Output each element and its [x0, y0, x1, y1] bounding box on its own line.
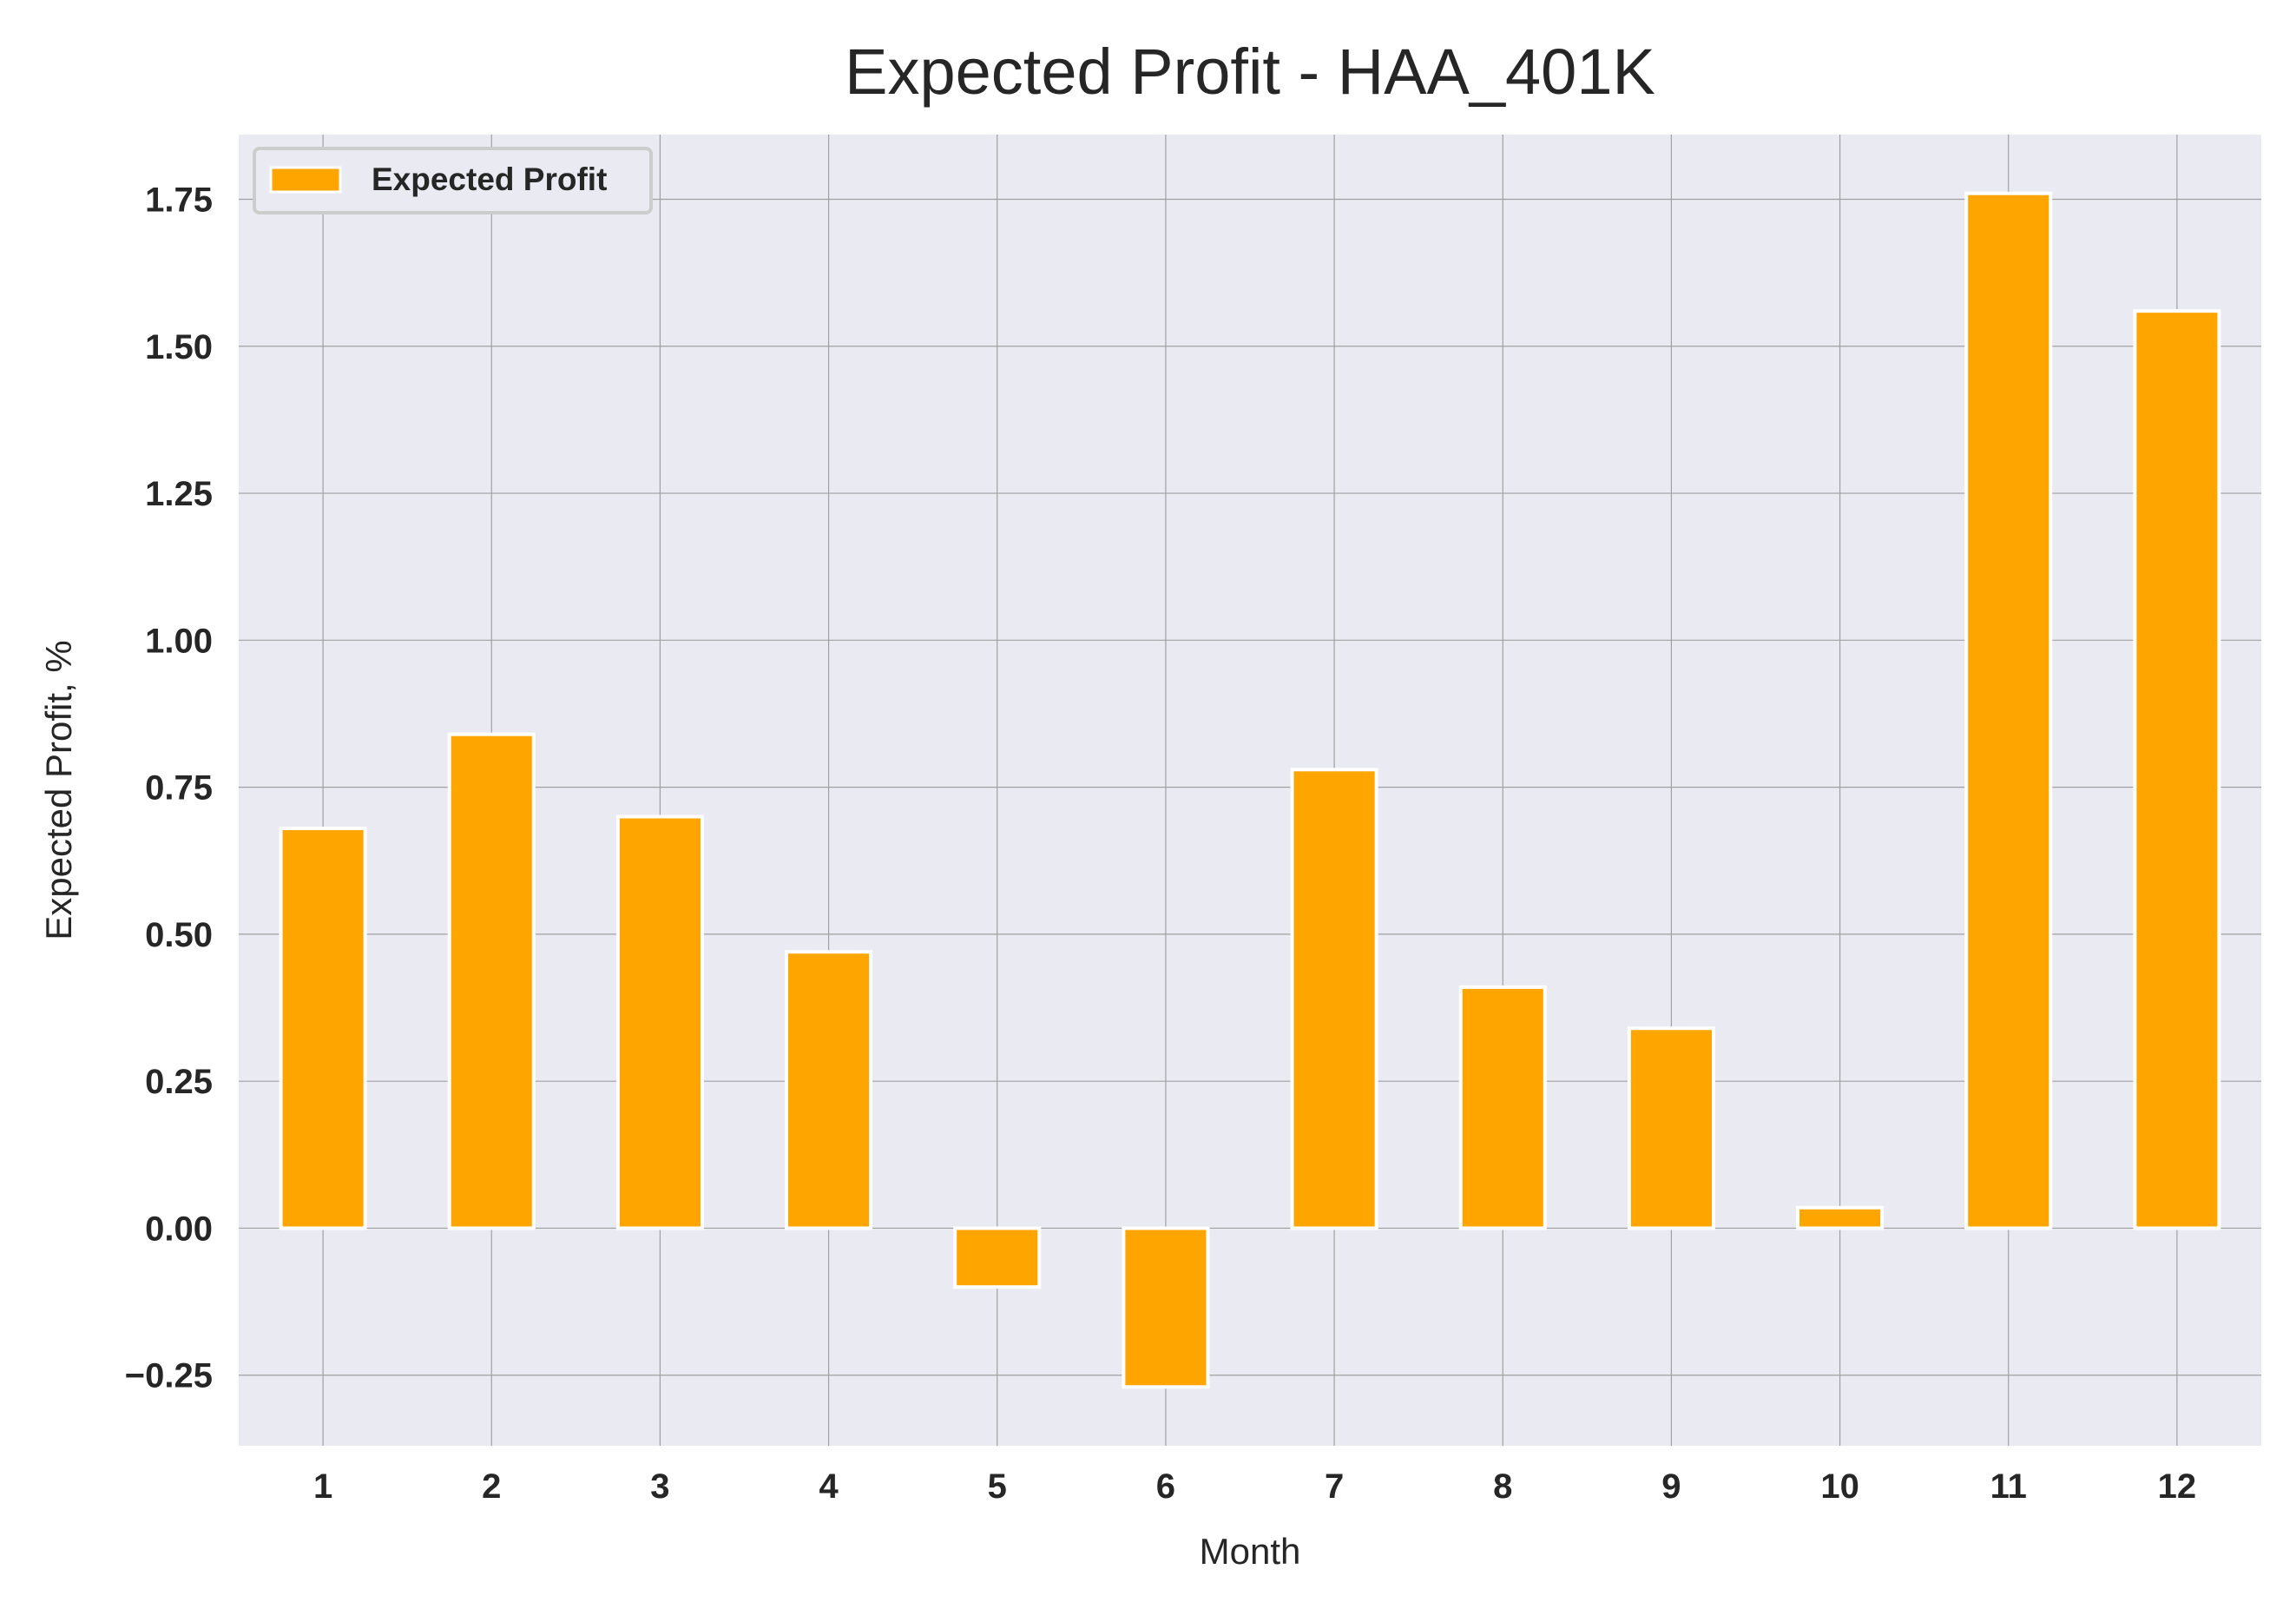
- bar: [953, 1226, 1042, 1289]
- x-tick-label: 4: [819, 1467, 839, 1506]
- x-tick-label: 2: [482, 1467, 501, 1506]
- x-tick-label: 7: [1325, 1467, 1344, 1506]
- x-tick-label: 3: [650, 1467, 669, 1506]
- bar: [447, 732, 536, 1230]
- y-tick-label: 0.00: [145, 1210, 213, 1248]
- x-tick-label: 6: [1156, 1467, 1175, 1506]
- legend-swatch: [269, 166, 342, 194]
- x-tick-label: 5: [988, 1467, 1007, 1506]
- x-tick-label: 8: [1493, 1467, 1512, 1506]
- bar: [1964, 191, 2053, 1230]
- bar: [615, 814, 704, 1230]
- y-axis-label: Expected Profit, %: [38, 640, 79, 940]
- y-tick-label: 0.75: [145, 769, 213, 808]
- bar: [279, 827, 367, 1230]
- bar: [1458, 985, 1547, 1230]
- bar: [785, 950, 873, 1230]
- x-tick-label: 10: [1820, 1467, 1859, 1506]
- x-tick-label: 12: [2158, 1467, 2197, 1506]
- bar: [1290, 768, 1378, 1230]
- y-tick-label: 1.75: [145, 181, 213, 219]
- y-axis-ticks: −0.25 0.00 0.25 0.50 0.75 1.00 1.25 1.50 1.75: [125, 181, 213, 1395]
- x-tick-label: 1: [313, 1467, 332, 1506]
- x-tick-label: 9: [1661, 1467, 1681, 1506]
- bar: [1627, 1026, 1715, 1230]
- x-tick-label: 11: [1990, 1467, 2027, 1506]
- y-tick-label: 1.00: [145, 622, 213, 660]
- bar: [2133, 309, 2221, 1230]
- y-tick-label: −0.25: [125, 1357, 213, 1395]
- legend-box: [253, 147, 653, 214]
- y-tick-label: 0.25: [145, 1063, 213, 1101]
- chart-title: Expected Profit - HAA_401K: [845, 36, 1655, 108]
- legend: Expected Profit: [253, 147, 653, 214]
- bars: [279, 191, 2221, 1389]
- y-tick-label: 1.25: [145, 475, 213, 513]
- bar: [1122, 1226, 1210, 1389]
- legend-label: Expected Profit: [372, 162, 607, 197]
- bar: [1796, 1205, 1885, 1230]
- y-tick-label: 0.50: [145, 916, 213, 954]
- x-axis-label: Month: [1200, 1531, 1301, 1572]
- x-axis-ticks: 1 2 3 4 5 6 7 8 9 10 11 12: [313, 1467, 2196, 1506]
- y-tick-label: 1.50: [145, 328, 213, 366]
- plot-area: [239, 135, 2261, 1446]
